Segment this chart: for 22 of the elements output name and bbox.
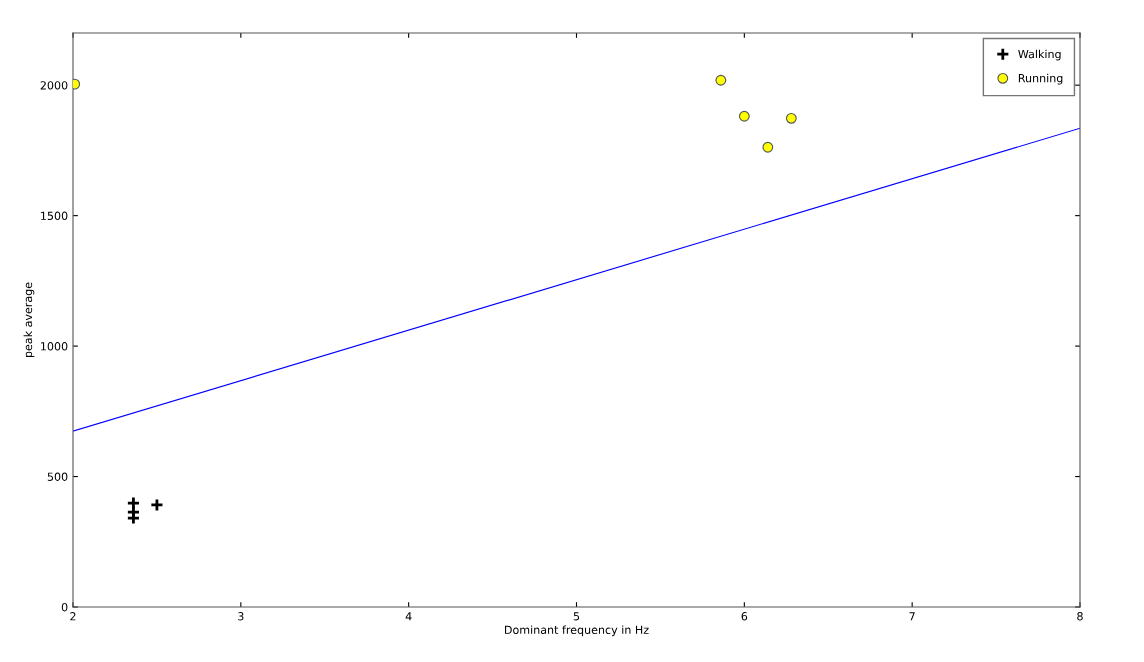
x-tick-label: 7 — [909, 612, 915, 621]
point — [715, 74, 727, 86]
x-tick-label: 4 — [405, 612, 412, 621]
y-axis-title: peak average — [23, 282, 35, 358]
x-tick-label: 3 — [238, 612, 244, 621]
x-tick-label: 2 — [70, 612, 76, 621]
point — [738, 110, 750, 122]
y-tick-label: 2000 — [40, 81, 68, 90]
legend-label: Walking — [1018, 49, 1061, 61]
x-axis-title: Dominant frequency in Hz — [505, 625, 649, 637]
x-tick-label: 6 — [741, 612, 748, 621]
legend-label: Running — [1018, 73, 1063, 85]
point — [785, 112, 797, 124]
point — [149, 498, 164, 512]
x-tick-label: 5 — [573, 612, 580, 621]
y-tick-label: 500 — [47, 472, 68, 481]
point — [762, 141, 774, 153]
point — [126, 511, 141, 525]
y-tick-label: 1500 — [41, 211, 68, 221]
y-tick-label: 1000 — [41, 342, 68, 351]
y-tick-label: 0 — [61, 602, 68, 612]
x-tick-label: 8 — [1077, 612, 1083, 621]
